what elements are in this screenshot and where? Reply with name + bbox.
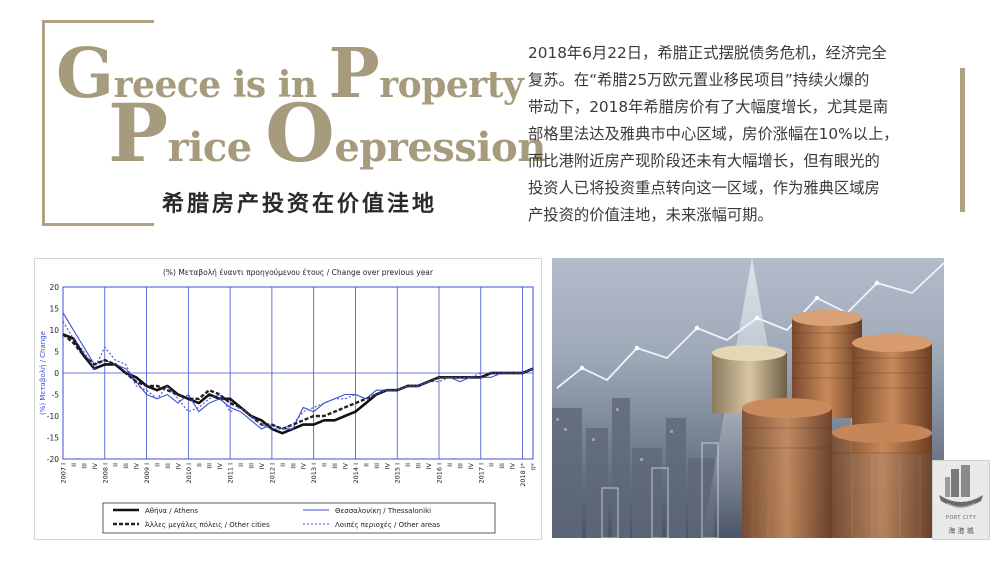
y-tick-label: 10 [49, 326, 59, 335]
x-tick-label: III [164, 463, 172, 469]
y-tick-label: -10 [47, 412, 59, 421]
series-line [62, 312, 534, 430]
y-tick-label: 20 [49, 283, 59, 292]
title-text: rice [167, 124, 266, 171]
x-tick-label: 2014 I [352, 463, 360, 484]
x-tick-label: IV [300, 462, 308, 469]
title-line-1: Greece is in Property [56, 40, 524, 126]
x-tick-label: III [498, 463, 506, 469]
x-tick-label: 2007 I [60, 463, 68, 484]
x-tick-label: III [122, 463, 130, 469]
x-tick-label: 2009 I [143, 463, 151, 484]
x-tick-label: II [404, 463, 412, 467]
x-tick-label: IV [467, 462, 475, 469]
y-tick-label: 0 [54, 369, 59, 378]
y-tick-label: -5 [52, 391, 60, 400]
finance-photo-art [552, 258, 944, 538]
legend-label: Άλλες μεγάλες πόλεις / Other cities [145, 521, 270, 529]
y-tick-label: -15 [47, 434, 59, 443]
x-tick-label: II [237, 463, 245, 467]
x-tick-label: II [279, 463, 287, 467]
x-tick-label: II [488, 463, 496, 467]
x-tick-label: IV [425, 462, 433, 469]
series-line [62, 333, 534, 431]
x-tick-label: 2013 I [310, 463, 318, 484]
paragraph-line: 而比港附近房产现阶段还未有大幅增长，但有眼光的 [528, 152, 880, 170]
x-tick-label: III [248, 463, 256, 469]
chart-title: (%) Μεταβολή έναντι προηγούμενου έτους /… [163, 268, 434, 277]
paragraph-line: 2018年6月22日，希腊正式摆脱债务危机，经济完全 [528, 44, 887, 62]
x-tick-label: 2012 I [268, 463, 276, 484]
paragraph-line: 部格里法达及雅典市中心区域，房价涨幅在10%以上， [528, 125, 899, 143]
x-tick-label: III [456, 463, 464, 469]
x-tick-label: IV [258, 462, 266, 469]
title-text: roperty [379, 64, 524, 106]
chart-svg: (%) Μεταβολή έναντι προηγούμενου έτους /… [39, 268, 538, 534]
paragraph-line: 复苏。在“希腊25万欧元置业移民项目”持续火爆的 [528, 71, 870, 89]
title-text: epression [334, 124, 546, 171]
x-tick-label: II [112, 463, 120, 467]
paragraph-line: 投资人已将投资重点转向这一区域，作为雅典区域房 [528, 179, 880, 197]
legend-label: Αθήνα / Athens [145, 507, 198, 515]
paragraph-line: 带动下，2018年希腊房价有了大幅度增长，尤其是南 [528, 98, 889, 116]
x-tick-label: 2017 I [477, 463, 485, 484]
building-icon [939, 465, 983, 508]
x-tick-label: IV [91, 462, 99, 469]
x-tick-label: 2008 I [101, 463, 109, 484]
title-cap: P [108, 86, 168, 180]
title-frame [42, 20, 154, 226]
x-tick-label: II [195, 463, 203, 467]
title-line-2: Price Oepression [108, 93, 546, 195]
accent-bar [960, 68, 965, 212]
logo-english: PORT CITY [945, 515, 977, 521]
x-tick-label: 2015 I [394, 463, 402, 484]
x-tick-label: 2018 I* [519, 462, 527, 487]
x-tick-label: IV [383, 462, 391, 469]
legend-label: Θεσσαλονίκη / Thessaloniki [335, 507, 431, 515]
x-tick-label: III [373, 463, 381, 469]
x-tick-label: II [154, 463, 162, 467]
x-tick-label: III [331, 463, 339, 469]
x-tick-label: IV [174, 462, 182, 469]
title-cap: G [56, 34, 114, 114]
x-tick-label: IV [342, 462, 350, 469]
y-tick-label: 15 [49, 305, 59, 314]
x-tick-label: 2016 I [436, 463, 444, 484]
x-tick-label: II [321, 463, 329, 467]
y-axis-label: (%) Μεταβολή / Change [39, 331, 47, 415]
x-tick-label: III [206, 463, 214, 469]
title-cap: O [265, 86, 335, 180]
intro-paragraph: 2018年6月22日，希腊正式摆脱债务危机，经济完全 复苏。在“希腊25万欧元置… [528, 40, 938, 229]
x-tick-label: 2010 I [185, 463, 193, 484]
x-tick-label: III [415, 463, 423, 469]
x-tick-label: II [362, 463, 370, 467]
legend-label: Λοιπές περιοχές / Other areas [335, 521, 440, 529]
logo-chinese: 海 港 城 [948, 527, 974, 535]
y-tick-label: -20 [47, 455, 59, 464]
x-tick-label: 2011 I [227, 463, 235, 484]
y-tick-label: 5 [54, 348, 59, 357]
x-tick-label: IV [509, 462, 517, 469]
title-cap: P [328, 34, 380, 114]
paragraph-line: 产投资的价值洼地，未来涨幅可期。 [528, 206, 773, 224]
x-tick-label: II* [530, 462, 538, 470]
subtitle-chinese: 希腊房产投资在价值洼地 [162, 192, 438, 217]
x-tick-label: III [289, 463, 297, 469]
x-tick-label: II [70, 463, 78, 467]
title-text: reece is in [113, 64, 329, 106]
legend-box [102, 502, 496, 534]
x-tick-label: II [446, 463, 454, 467]
port-city-logo: PORT CITY 海 港 城 [932, 460, 990, 540]
price-change-chart: (%) Μεταβολή έναντι προηγούμενου έτους /… [34, 258, 542, 540]
x-tick-label: IV [133, 462, 141, 469]
x-tick-label: III [80, 463, 88, 469]
x-tick-label: IV [216, 462, 224, 469]
finance-photo [552, 258, 944, 538]
